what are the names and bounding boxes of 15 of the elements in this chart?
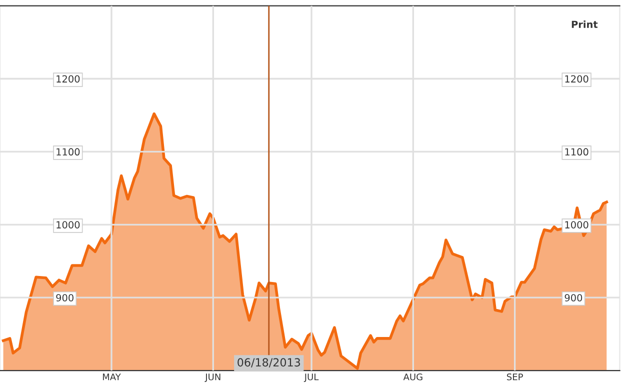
x-tick-label: AUG (403, 373, 422, 380)
x-tick-label: MAY (102, 374, 121, 380)
x-tick-label: SEP (506, 373, 523, 380)
y2-tick-label: 900 (564, 294, 582, 302)
y2-tick-label: 1000 (565, 221, 588, 228)
x-tick-label: JUL (304, 374, 319, 382)
y-tick-label: 1200 (56, 75, 80, 83)
y2-tick-label: 1100 (565, 148, 588, 156)
y-tick-label: 1100 (56, 148, 80, 156)
x-tick-label: JUN (204, 374, 220, 382)
annotation: Print (572, 20, 598, 28)
ref-line-label: 06/18/2013 (238, 358, 300, 368)
y-tick-label: 900 (56, 294, 74, 302)
y-tick-label: 1000 (56, 221, 80, 228)
y2-tick-label: 1200 (565, 75, 588, 83)
